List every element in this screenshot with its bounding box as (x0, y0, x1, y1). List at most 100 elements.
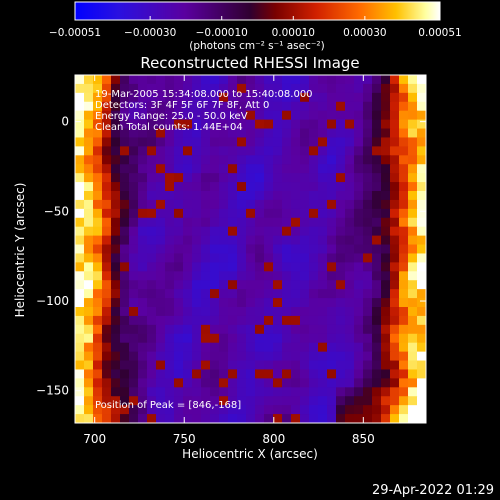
heatmap-cell (165, 307, 175, 317)
heatmap-cell (237, 324, 247, 335)
heatmap-cell (372, 405, 382, 415)
heatmap-cell (165, 324, 175, 335)
heatmap-cell (291, 396, 301, 406)
heatmap-cell (75, 92, 85, 103)
heatmap-cell (183, 405, 193, 415)
heatmap-cell (390, 235, 400, 246)
heatmap-cell (183, 280, 193, 290)
heatmap-cell (318, 155, 328, 165)
heatmap-cell (273, 324, 283, 335)
heatmap-cell (327, 262, 337, 272)
heatmap-cell (246, 271, 256, 281)
heatmap-cell (282, 182, 292, 192)
heatmap-cell (228, 110, 238, 121)
heatmap-cell (84, 369, 94, 379)
heatmap-cell (390, 333, 400, 344)
heatmap-cell (237, 75, 247, 85)
heatmap-cell (192, 101, 202, 112)
heatmap-cell (291, 92, 301, 103)
heatmap-cell (219, 173, 229, 183)
heatmap-cell (417, 217, 426, 228)
heatmap-cell (336, 83, 346, 94)
heatmap-cell (165, 182, 175, 192)
heatmap-cell (75, 387, 85, 397)
heatmap-cell (228, 271, 238, 281)
colorbar-tick-label: 0.00030 (343, 27, 386, 39)
heatmap-cell (417, 137, 426, 147)
heatmap-cell (264, 217, 274, 228)
heatmap-cell (84, 253, 94, 263)
heatmap-cell (183, 182, 193, 192)
heatmap-cell (75, 378, 85, 388)
heatmap-cell (390, 244, 400, 255)
heatmap-cell (246, 146, 256, 156)
heatmap-cell (237, 182, 247, 192)
heatmap-cell (327, 164, 337, 174)
heatmap-cell (291, 83, 301, 94)
heatmap-cell (174, 92, 184, 103)
heatmap-cell (192, 271, 202, 281)
heatmap-cell (291, 351, 301, 362)
heatmap-cell (165, 191, 175, 201)
heatmap-cell (228, 342, 238, 353)
y-axis-ticks: 0−50−100−150 (36, 115, 426, 398)
annotation-detectors: Detectors: 3F 4F 5F 6F 7F 8F, Att 0 (95, 100, 269, 111)
heatmap-cell (84, 101, 94, 112)
heatmap-cell (408, 146, 418, 156)
heatmap-cell (192, 92, 202, 103)
heatmap-cell (345, 235, 355, 246)
heatmap-cell (84, 182, 94, 192)
heatmap-cell (228, 369, 238, 379)
heatmap-cell (273, 173, 283, 183)
heatmap-cell (300, 289, 310, 299)
heatmap-cell (219, 405, 229, 415)
heatmap-cell (183, 199, 193, 210)
heatmap-cell (120, 378, 130, 388)
heatmap-cell (156, 387, 166, 397)
heatmap-cell (111, 146, 121, 156)
heatmap-cell (273, 405, 283, 415)
heatmap-cell (138, 280, 148, 290)
heatmap-cell (381, 146, 391, 156)
heatmap-cell (336, 226, 346, 237)
heatmap-cell (336, 280, 346, 290)
heatmap-cell (192, 253, 202, 263)
heatmap-cell (246, 128, 256, 139)
heatmap-cell (210, 199, 220, 210)
heatmap-cell (354, 289, 364, 299)
heatmap-cell (309, 298, 319, 308)
heatmap-cell (237, 110, 247, 121)
heatmap-cell (102, 226, 112, 237)
heatmap-cell (264, 405, 274, 415)
heatmap-cell (282, 128, 292, 139)
heatmap-cell (138, 396, 148, 406)
heatmap-cell (318, 333, 328, 344)
heatmap-cell (183, 164, 193, 174)
heatmap-cell (291, 226, 301, 237)
heatmap-cell (192, 164, 202, 174)
heatmap-cell (138, 262, 148, 272)
heatmap-cell (147, 208, 157, 219)
heatmap-cell (327, 333, 337, 344)
x-axis-label: Heliocentric X (arcsec) (182, 447, 318, 461)
heatmap-cell (390, 173, 400, 183)
heatmap-cell (192, 155, 202, 165)
heatmap-cell (255, 369, 265, 379)
heatmap-cell (381, 333, 391, 344)
heatmap-cell (372, 164, 382, 174)
heatmap-cell (399, 164, 409, 174)
heatmap-cell (345, 378, 355, 388)
heatmap-cell (264, 101, 274, 112)
colorbar-tick-label: −0.00051 (49, 27, 101, 39)
heatmap-cell (165, 387, 175, 397)
heatmap-cell (354, 405, 364, 415)
heatmap-cell (138, 101, 148, 112)
heatmap-cell (246, 405, 256, 415)
heatmap-cell (192, 173, 202, 183)
heatmap-cell (318, 110, 328, 121)
heatmap-cell (84, 405, 94, 415)
heatmap-cell (102, 289, 112, 299)
heatmap-cell (408, 244, 418, 255)
heatmap-cell (255, 378, 265, 388)
heatmap-cell (309, 199, 319, 210)
